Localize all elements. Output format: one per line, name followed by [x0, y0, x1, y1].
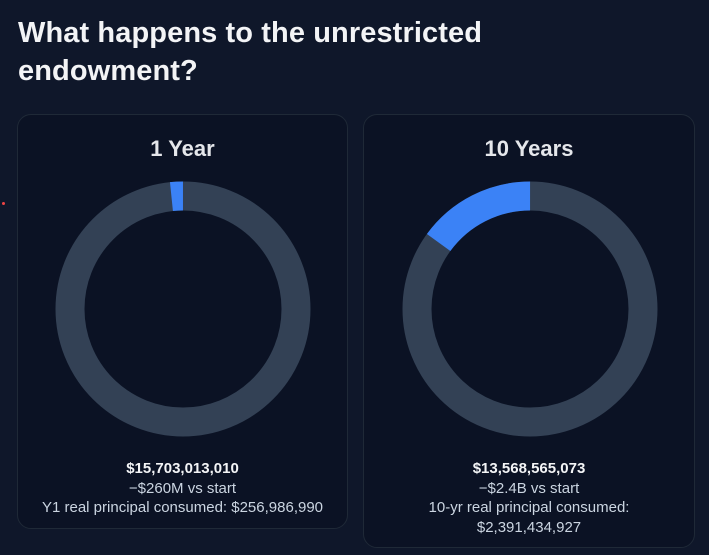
card-title: 1 Year: [150, 136, 215, 161]
change-vs-start: −$2.4B vs start: [478, 479, 580, 497]
endowment-value: $15,703,013,010: [126, 460, 239, 477]
card-title: 10 Years: [484, 136, 574, 161]
red-marker-dot: [2, 202, 5, 205]
donut-chart-1-year: [55, 181, 311, 437]
page-title: What happens to the unrestricted endowme…: [18, 17, 483, 87]
donut-remaining-arc: [55, 181, 311, 437]
card-10-years: 10 Years $13,568,565,073 −$2.4B vs start…: [363, 114, 695, 548]
donut-chart-10-years: [402, 181, 658, 437]
change-vs-start: −$260M vs start: [128, 479, 237, 497]
endowment-value: $13,568,565,073: [472, 460, 586, 477]
principal-consumed: Y1 real principal consumed: $256,986,990: [41, 499, 324, 516]
card-stats: $15,703,013,010 −$260M vs start Y1 real …: [18, 459, 347, 518]
donut-consumed-arc: [402, 181, 658, 437]
card-1-year: 1 Year $15,703,013,010 −$260M vs start Y…: [17, 114, 348, 529]
card-stats: $13,568,565,073 −$2.4B vs start 10-yr re…: [364, 459, 694, 537]
donut-consumed-arc: [55, 181, 311, 437]
principal-consumed: 10-yr real principal consumed: $2,391,43…: [428, 499, 630, 536]
